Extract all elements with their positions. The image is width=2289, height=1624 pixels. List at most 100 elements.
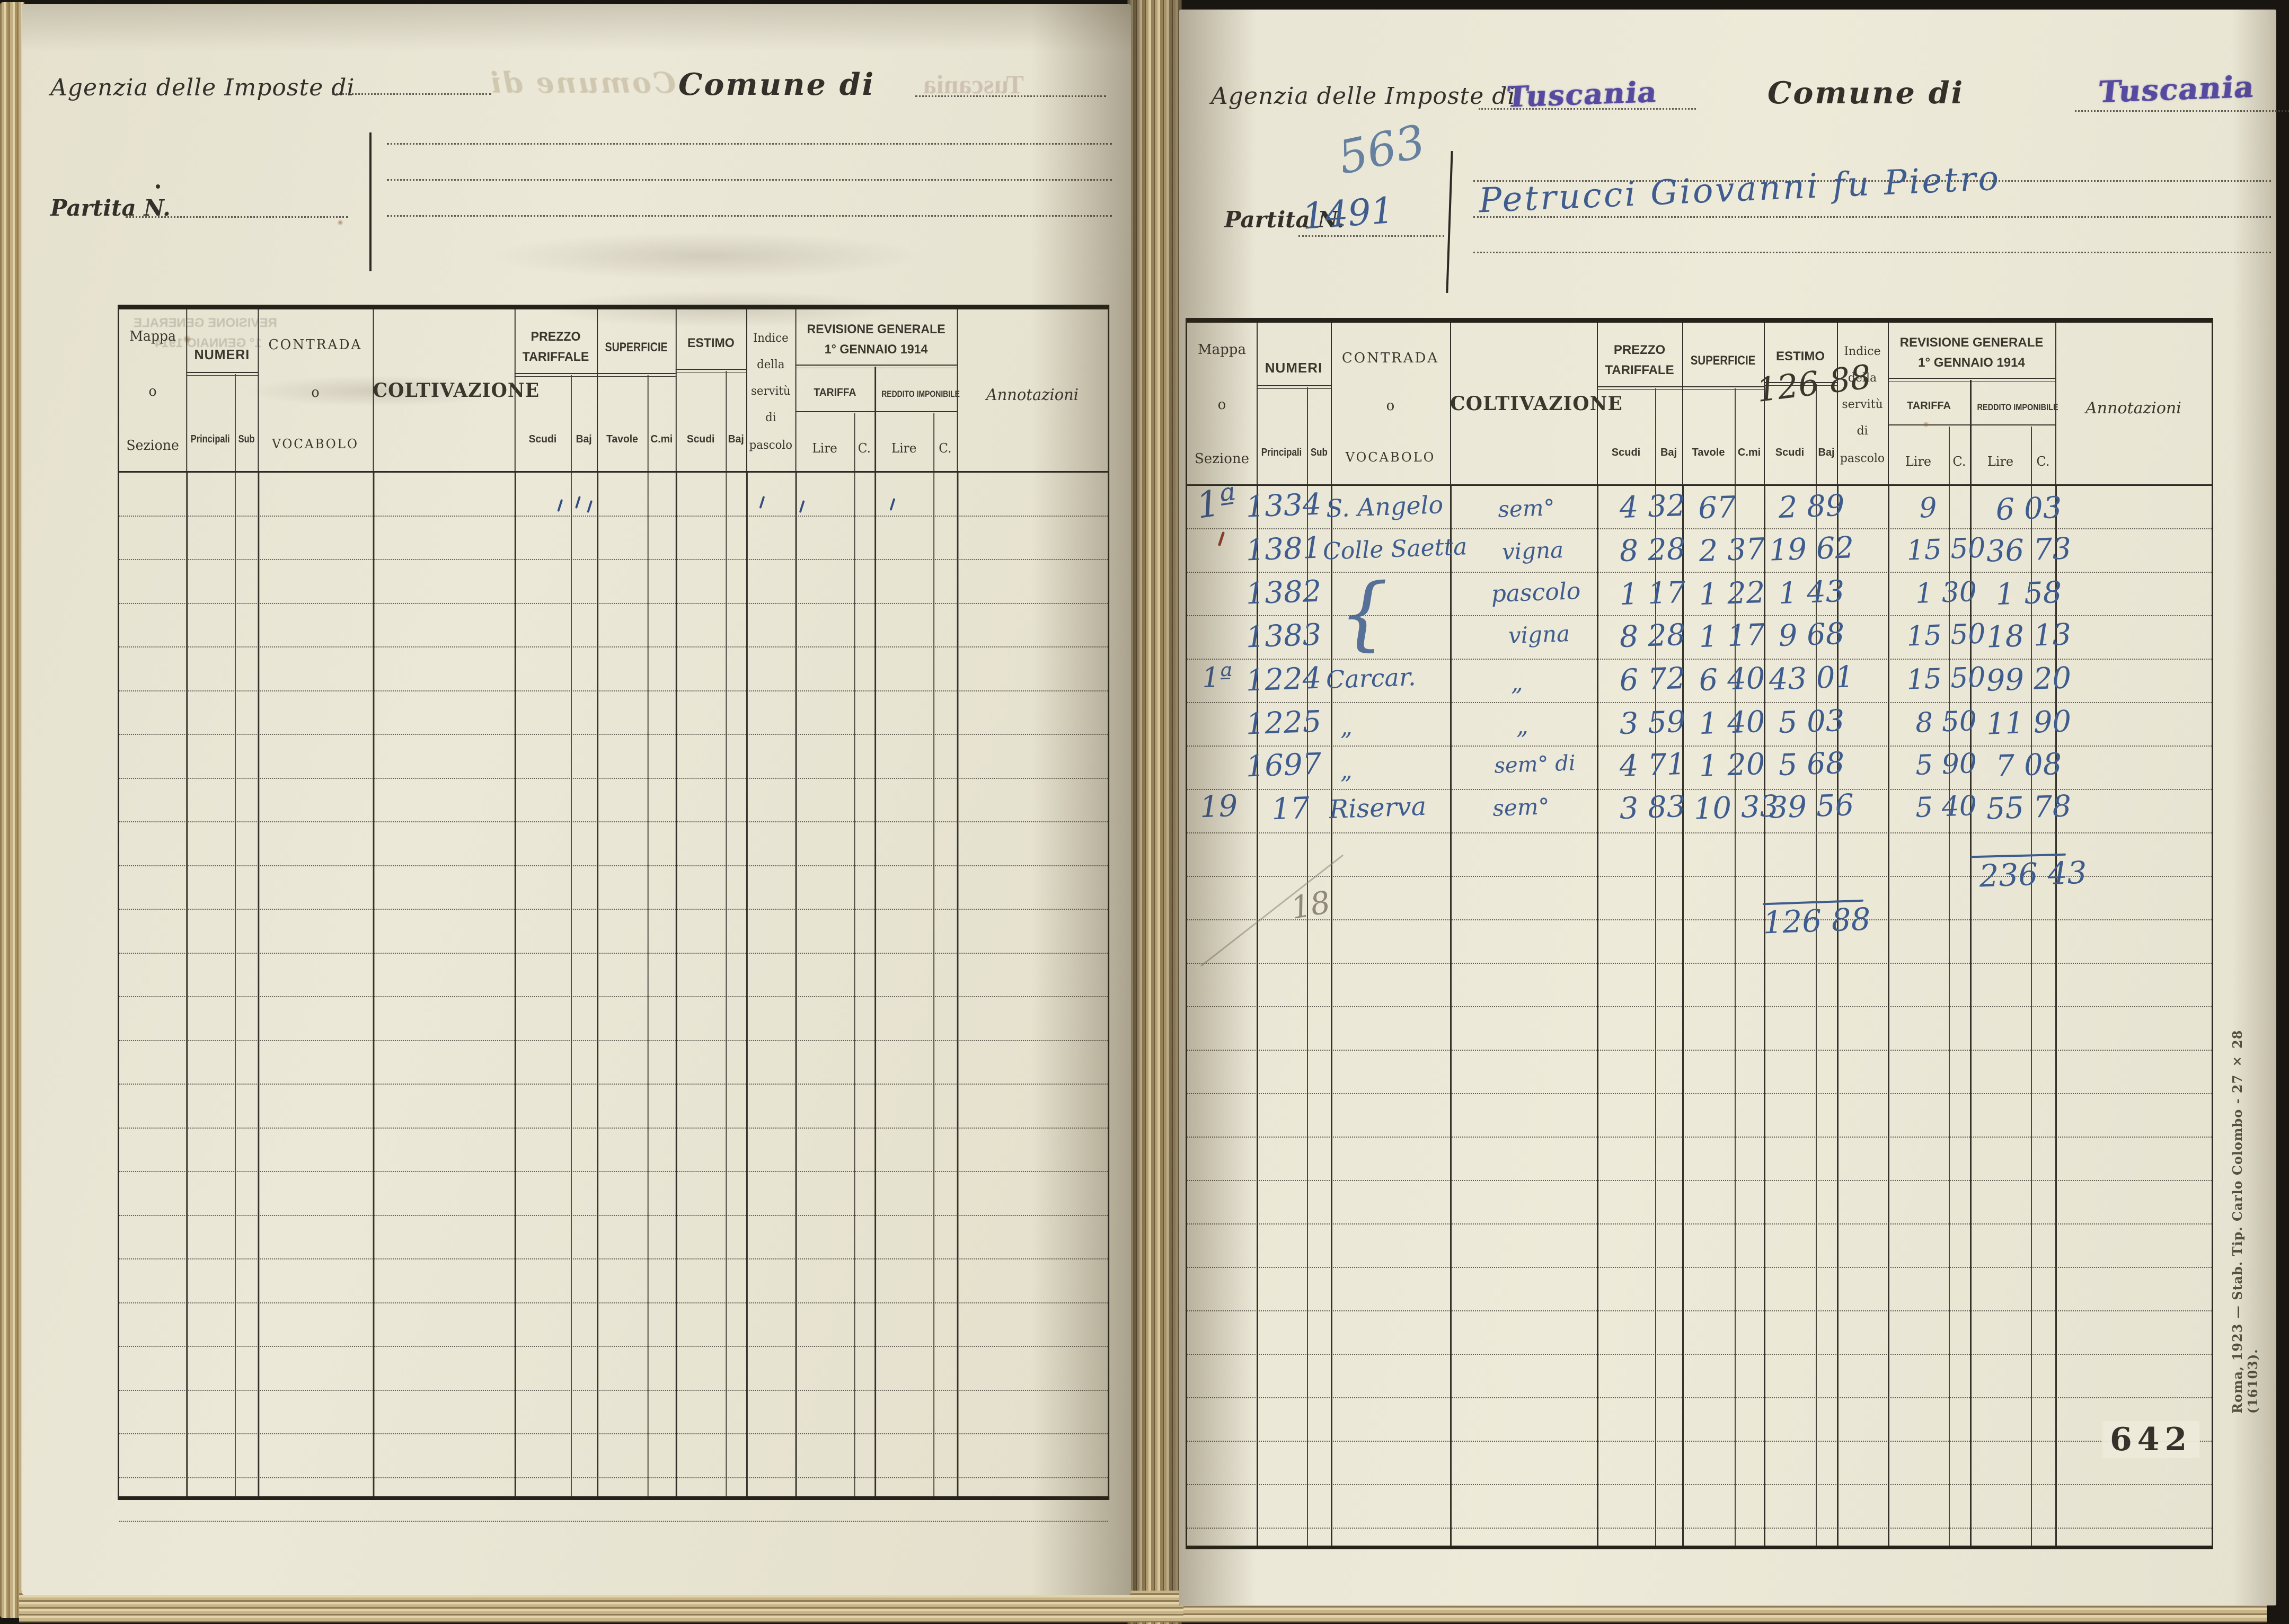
cell-reddito: 7 08 <box>1995 747 2063 784</box>
col-vocabolo: VOCABOLO <box>272 437 359 451</box>
comune-label: Comune di <box>678 67 876 102</box>
col-tariffale: TARIFFALE <box>522 350 589 364</box>
folio-number-pencil: 563 <box>1333 115 1430 185</box>
intestatario-line-1 <box>1473 180 2271 182</box>
bleedthrough-script-smudge <box>489 232 923 280</box>
cell-prezzo: 4 71 <box>1619 747 1686 784</box>
partita-fill-line <box>126 216 348 218</box>
cell-reddito: 55 78 <box>1985 789 2072 827</box>
cell-superficie: 2 37 <box>1698 531 1766 569</box>
cell-estimo: 5 03 <box>1778 703 1845 741</box>
ledger-table: Mappa o Sezione NUMERI Principali Sub CO… <box>1186 318 2213 1549</box>
col-annotazioni: Annotazioni <box>986 386 1079 404</box>
col-reddito-c: C. <box>2036 454 2050 469</box>
cell-coltivazione: vigna <box>1508 620 1570 649</box>
cell-superficie: 10 33 <box>1693 789 1780 827</box>
cell-estimo: 2 89 <box>1778 488 1845 526</box>
cell-tariffa: 15 50 <box>1906 661 1986 696</box>
right-page: Agenzia delle Imposte di Tuscania Comune… <box>1179 10 2289 1605</box>
col-tariffa-lire: Lire <box>812 441 837 456</box>
agenzia-fill-line <box>1479 108 1696 110</box>
bleedthrough-comune: Comune di <box>489 66 676 100</box>
cell-prezzo: 8 28 <box>1619 531 1686 569</box>
partita-divider <box>369 132 372 271</box>
cell-coltivazione-ditto: „ <box>1515 712 1529 740</box>
col-mappa: Mappa <box>129 329 176 344</box>
foxing-spot <box>337 219 343 226</box>
partita-value: 1491 <box>1301 190 1395 238</box>
col-numeri: NUMERI <box>194 347 250 362</box>
col-mappa-o: o <box>1217 397 1226 413</box>
col-principali: Principali <box>1261 447 1302 458</box>
cell-tariffa: 1 30 <box>1915 575 1977 610</box>
col-estimo: ESTIMO <box>687 336 735 350</box>
cell-principali: 1697 <box>1245 747 1322 784</box>
cell-contrada-ditto: „ <box>1339 713 1353 741</box>
col-contrada-o: o <box>1386 398 1395 414</box>
cell-prezzo: 3 83 <box>1619 789 1686 827</box>
cell-tariffa: 9 <box>1919 492 1938 525</box>
cell-principali: 1382 <box>1245 574 1322 611</box>
cell-estimo: 43 01 <box>1768 660 1855 697</box>
col-estimo-scudi: Scudi <box>686 433 715 445</box>
cell-estimo: 1 43 <box>1778 574 1845 611</box>
table-body: 1ª 1334 S. Angelo sem° 4 32 67 2 89 9 6 … <box>1187 480 2212 1546</box>
col-reddito-lire: Lire <box>1987 454 2014 469</box>
col-tariffale: TARIFFALE <box>1605 363 1674 377</box>
col-tavole: Tavole <box>606 433 638 445</box>
cell-superficie: 1 22 <box>1698 575 1766 613</box>
col-vocabolo: VOCABOLO <box>1345 450 1436 465</box>
table-header: Mappa o Sezione NUMERI Principali Sub CO… <box>1187 323 2212 486</box>
col-reddito-c: C. <box>939 441 952 456</box>
cell-mappa: 19 <box>1199 788 1239 825</box>
col-coltivazione: COLTIVAZIONE <box>373 379 540 402</box>
book-bottom-page-edges-right <box>1183 1603 2267 1622</box>
ink-dot <box>156 184 160 189</box>
cell-reddito: 36 73 <box>1985 531 2072 569</box>
cell-mappa: 1ª <box>1194 480 1240 527</box>
bleedthrough-script-smudge <box>245 375 510 407</box>
cell-tariffa: 15 50 <box>1906 618 1986 653</box>
col-scudi: Scudi <box>528 433 557 445</box>
book-left-page-edges <box>0 2 24 1618</box>
cell-tariffa: 5 40 <box>1915 789 1977 824</box>
cell-tariffa: 8 50 <box>1915 705 1977 740</box>
cell-contrada: S. Angelo <box>1325 490 1444 523</box>
cell-superficie: 6 40 <box>1698 661 1766 698</box>
col-prezzo: PREZZO <box>1613 343 1666 357</box>
intestatario-name: Petrucci Giovanni fu Pietro <box>1478 158 2002 221</box>
left-page: Comune di Tuscania REVISIONE GENERALE 1°… <box>22 4 1131 1595</box>
cell-principali: 1383 <box>1245 617 1322 655</box>
col-estimo-baj: Baj <box>1818 447 1835 458</box>
cell-coltivazione: sem° <box>1492 793 1550 821</box>
col-sub: Sub <box>238 433 255 445</box>
col-mappa: Mappa <box>1198 342 1246 358</box>
cell-superficie: 1 17 <box>1698 617 1766 655</box>
col-tariffa-c: C. <box>1952 454 1966 469</box>
cell-reddito: 11 90 <box>1985 704 2072 742</box>
cell-prezzo: 3 59 <box>1619 704 1686 742</box>
col-mappa-o: o <box>148 384 157 400</box>
col-cmi: C.mi <box>1737 447 1761 458</box>
comune-stamp: Tuscania <box>2096 69 2257 110</box>
col-numeri: NUMERI <box>1265 360 1323 376</box>
col-reddito-imponibile: REDDITO IMPONIBILE <box>1977 402 2058 412</box>
intestatario-line-2 <box>387 179 1112 181</box>
col-cmi: C.mi <box>650 433 673 445</box>
grouping-brace: { <box>1337 566 1391 661</box>
cell-reddito: 6 03 <box>1995 490 2063 528</box>
col-estimo-scudi: Scudi <box>1775 447 1805 458</box>
cell-mappa: 1ª <box>1201 661 1233 694</box>
col-indice: Indice <box>1844 345 1881 358</box>
cell-contrada: Colle Saetta <box>1322 533 1468 565</box>
reddito-total: 236 43 <box>1978 854 2088 894</box>
cell-reddito: 1 58 <box>1995 575 2063 613</box>
intestatario-line-3 <box>1473 252 2271 253</box>
comune-fill-line <box>2075 110 2289 112</box>
cell-prezzo: 4 32 <box>1619 488 1686 526</box>
cell-estimo: 5 68 <box>1778 746 1845 783</box>
col-reddito-imponibile: REDDITO IMPONIBILE <box>881 389 960 399</box>
cell-superficie: 67 <box>1698 490 1737 526</box>
cell-coltivazione: vigna <box>1501 536 1564 565</box>
